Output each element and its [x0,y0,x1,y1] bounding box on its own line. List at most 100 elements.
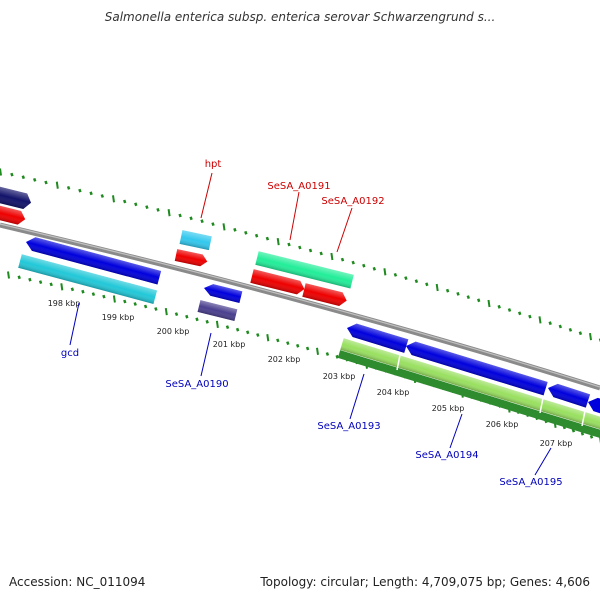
leader-sesa-a0194 [449,413,463,449]
inner-ring-tick [296,343,300,348]
gene-sesa-a0194-arrow[interactable] [404,339,548,396]
gene-far-right-arrow[interactable] [586,395,600,422]
outer-ring-tick [445,288,450,293]
outer-ring-tick [518,311,522,316]
leader-sesa-a0190 [200,332,212,377]
gene-band-divider-2 [539,397,544,414]
gene-band-divider-3 [581,410,586,427]
label-sesa-a0195[interactable]: SeSA_A0195 [499,477,562,488]
label-sesa-a0193[interactable]: SeSA_A0193 [317,421,380,432]
inner-ring-tick [316,347,319,355]
outer-ring-tick [276,237,280,246]
label-sesa-a0190[interactable]: SeSA_A0190 [165,379,228,390]
outer-ring-tick [66,186,71,190]
inner-ring-tick [49,282,53,287]
leader-sesa-a0192 [336,207,353,253]
gene-sesa-a0192-arrow[interactable] [302,283,348,307]
page-title: Salmonella enterica subsp. enterica sero… [104,10,496,24]
outer-ring-tick [308,248,313,253]
inner-ring-tick [123,299,127,304]
outer-ring-tick [156,208,160,212]
outer-ring-tick [287,242,291,247]
inner-ring-tick [246,330,250,335]
inner-ring-tick [286,341,290,345]
gene-sesa-a0190-box[interactable] [197,300,238,322]
gene-navy-left[interactable] [0,185,33,210]
inner-ring-tick [215,320,219,329]
outer-ring-tick [558,324,562,329]
scale-label: 198 kbp [48,299,81,308]
outer-ring-tick [298,245,302,250]
outer-ring-tick [178,213,182,218]
outer-ring-tick [44,180,48,185]
label-hpt[interactable]: hpt [205,159,222,170]
inner-ring-tick [70,287,75,292]
genome-backbone-highlight [0,223,600,388]
outer-ring-tick [0,168,2,176]
outer-ring-tick [189,216,193,221]
gene-gcd[interactable] [24,235,162,285]
gene-sesa-a0190-arrow[interactable] [203,282,243,304]
outer-ring-tick [383,268,387,276]
inner-ring-tick [112,295,116,303]
outer-ring-tick [134,202,138,207]
inner-ring-tick [102,294,106,299]
scale-label: 201 kbp [213,340,246,349]
inner-ring-tick [305,346,310,351]
gene-hpt-arrow[interactable] [174,249,209,267]
outer-ring-tick [340,257,345,262]
outer-ring-tick [33,178,37,182]
outer-ring-tick [528,314,532,319]
label-sesa-a0192[interactable]: SeSA_A0192 [321,196,384,207]
gene-red-left[interactable] [0,204,27,226]
inner-ring-tick [195,317,199,322]
inner-ring-tick [225,325,230,329]
outer-ring-tick [330,252,334,261]
outer-ring-tick [507,308,512,312]
label-sesa-a0194[interactable]: SeSA_A0194 [415,450,478,461]
inner-ring-tick [256,333,260,337]
outer-ring-tick [578,331,583,336]
outer-ring-tick [538,316,542,324]
inner-ring-tick [81,289,85,294]
outer-ring-tick [21,175,25,180]
genome-backbone [0,222,600,391]
inner-ring-tick [154,307,158,311]
inner-ring-tick [60,283,64,291]
inner-ring-tick [28,277,32,282]
inner-ring-tick [335,354,339,359]
outer-ring-tick [222,223,226,231]
outer-ring-tick [167,209,171,217]
leader-hpt [200,172,213,219]
scale-label: 207 kbp [540,439,573,448]
gene-sesa-a0193-arrow[interactable] [345,321,409,353]
gene-sesa-a0191-arrow[interactable] [250,269,306,296]
leader-gcd [69,302,80,346]
gene-hpt-box[interactable] [179,230,212,251]
outer-ring-tick [568,328,573,332]
outer-ring-tick [351,260,355,265]
gene-green-band[interactable] [337,350,600,440]
scale-labels: 198 kbp 199 kbp 200 kbp 201 kbp 202 kbp 203 k… [48,299,573,448]
scale-label: 200 kbp [157,327,190,336]
outer-ring-tick [497,304,501,309]
outer-ring-tick [244,230,248,235]
scale-label: 199 kbp [102,313,135,322]
inner-ring-tick [580,431,585,436]
outer-ring-tick [211,222,215,226]
gene-sesa-a0195-arrow[interactable] [546,381,591,408]
scale-label: 202 kbp [268,355,301,364]
label-sesa-a0191[interactable]: SeSA_A0191 [267,181,330,192]
inner-ring-tick [205,319,209,324]
outer-ring-tick [265,236,270,241]
leader-sesa-a0193 [349,373,365,420]
gene-sesa-a0191[interactable] [255,251,354,289]
outer-ring-tick [254,233,259,238]
outer-ring-tick [362,263,366,268]
accession-text: Accession: NC_011094 [9,575,146,589]
gene-gcd-cyan[interactable] [18,254,158,304]
label-gcd[interactable]: gcd [61,348,79,359]
gene-lime-band[interactable] [340,338,600,431]
inner-ring-tick [38,280,43,284]
inner-ring-tick [325,352,330,356]
